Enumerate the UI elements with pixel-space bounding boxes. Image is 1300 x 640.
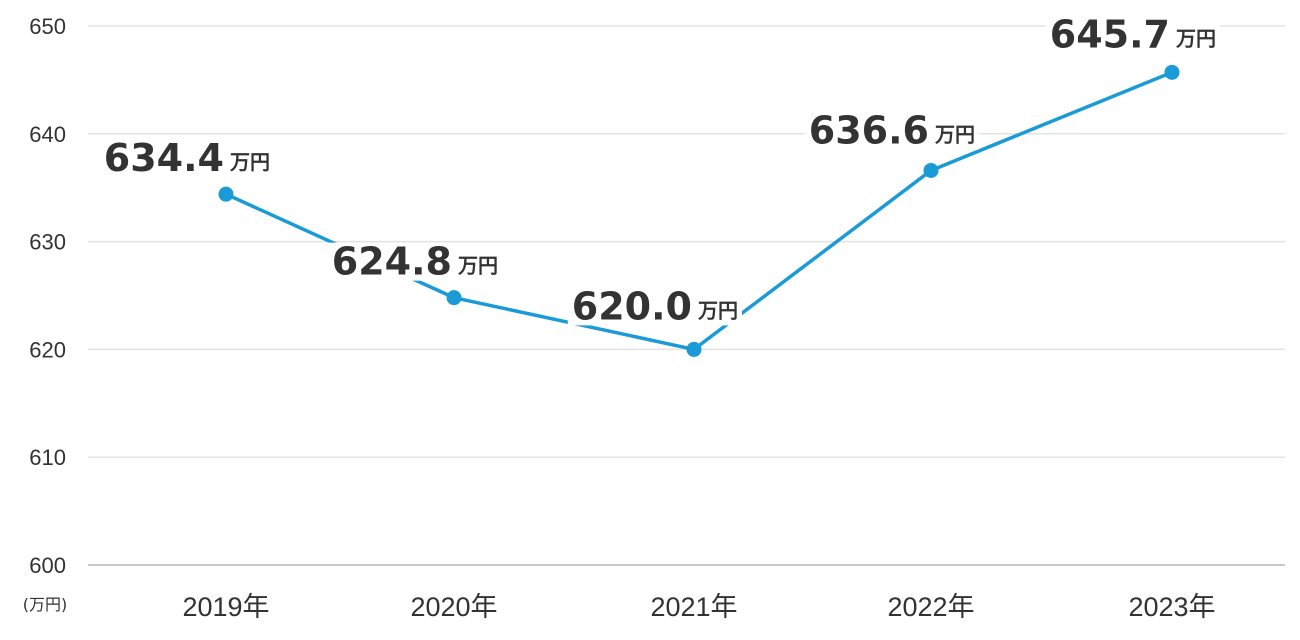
data-label-value: 645.7 (1050, 12, 1170, 56)
data-label-value: 620.0 (572, 284, 692, 328)
y-tick-label: 620 (29, 337, 66, 362)
data-label: 636.6 万円 (804, 108, 979, 152)
data-label-background (804, 111, 979, 150)
x-tick-label: 2022年 (887, 592, 974, 622)
data-label-unit: 万円 (934, 122, 975, 146)
data-point (686, 341, 702, 357)
x-tick-label: 2020年 (410, 592, 497, 622)
data-label: 634.4 万円 (99, 136, 274, 180)
data-label-value: 624.8 (332, 240, 452, 284)
data-label: 620.0 万円 (567, 284, 742, 328)
y-tick-label: 600 (29, 553, 66, 578)
data-label-value: 636.6 (809, 108, 929, 152)
y-tick-label: 610 (29, 445, 66, 470)
data-label-value: 634.4 (104, 136, 224, 180)
data-label-background (567, 287, 742, 326)
data-label-unit: 万円 (697, 298, 738, 322)
data-label-background (327, 242, 502, 281)
data-point (923, 162, 939, 178)
data-label-unit: 万円 (457, 254, 498, 278)
data-point (1164, 64, 1180, 80)
data-point-layer (218, 64, 1180, 357)
data-label: 645.7 万円 (1045, 12, 1220, 56)
x-tick-label: 2019年 (182, 592, 269, 622)
y-tick-label: 640 (29, 122, 66, 147)
y-tick-label: 630 (29, 230, 66, 255)
data-label-unit: 万円 (1175, 26, 1216, 50)
x-tick-label: 2021年 (650, 592, 737, 622)
y-axis: 600 610 620 630 640 650 (29, 14, 66, 578)
data-point (446, 290, 462, 306)
data-label-background (99, 139, 274, 178)
data-point (218, 186, 234, 202)
data-label-background (1045, 15, 1220, 54)
y-axis-unit-label: (万円) (23, 595, 68, 614)
x-axis: 2019年 2020年 2021年 2022年 2023年 (182, 592, 1215, 622)
y-tick-label: 650 (29, 14, 66, 39)
x-tick-label: 2023年 (1128, 592, 1215, 622)
data-label: 624.8 万円 (327, 240, 502, 284)
data-label-unit: 万円 (229, 150, 270, 174)
